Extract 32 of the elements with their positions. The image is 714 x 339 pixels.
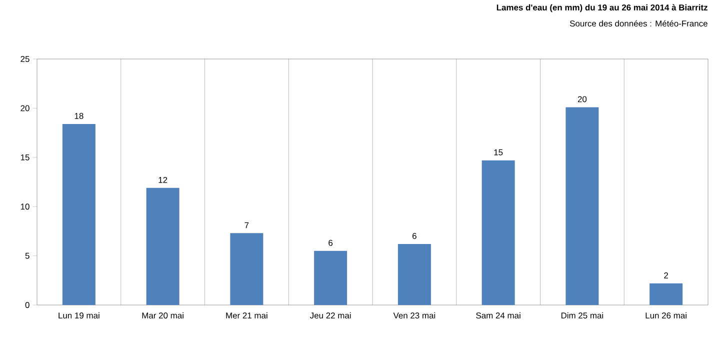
bar	[566, 107, 599, 305]
bar	[482, 160, 515, 305]
data-label: 18	[74, 112, 84, 119]
y-tick-label: 25	[20, 56, 30, 62]
x-tick-label: Jeu 22 mai	[310, 312, 351, 318]
bar	[62, 124, 96, 305]
data-label: 12	[158, 176, 168, 183]
chart-subtitle: Source des données : Météo-France	[570, 20, 708, 27]
bar	[398, 244, 431, 305]
x-tick-label: Lun 26 mai	[646, 312, 686, 318]
data-label: 20	[578, 96, 587, 102]
x-tick-label: Sam 24 mai	[476, 312, 520, 318]
y-tick-label: 10	[20, 204, 30, 210]
y-tick-label: 20	[20, 105, 30, 112]
data-label: 7	[244, 222, 249, 228]
x-tick-label: Lun 19 mai	[58, 312, 100, 318]
bar	[650, 283, 683, 305]
data-label: 2	[664, 272, 668, 278]
bar	[314, 250, 348, 305]
x-tick-label: Mar 20 mai	[142, 312, 184, 318]
data-label: 6	[328, 240, 333, 246]
x-tick-label: Ven 23 mai	[393, 312, 436, 318]
data-label: 15	[494, 149, 503, 156]
data-label: 6	[412, 232, 416, 239]
chart-title: Lames d'eau (en mm) du 19 au 26 mai 2014 à Biarritz	[496, 4, 708, 12]
y-tick-label: 15	[20, 154, 30, 160]
y-tick-label: 5	[25, 252, 30, 259]
x-tick-label: Dim 25 mai	[561, 312, 604, 318]
bar	[146, 188, 180, 305]
bar	[230, 233, 264, 305]
y-tick-label: 0	[25, 302, 30, 308]
x-tick-label: Mer 21 mai	[226, 312, 268, 318]
